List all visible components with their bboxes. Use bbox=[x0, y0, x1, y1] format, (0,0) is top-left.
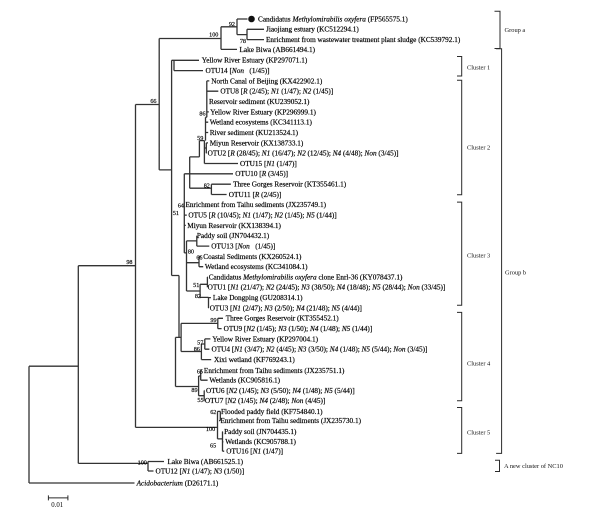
svg-text:OTU3 [N1 (2/47); N3 (2/50); N4: OTU3 [N1 (2/47); N3 (2/50); N4 (21/48); … bbox=[210, 304, 362, 312]
svg-text:Cluster 3: Cluster 3 bbox=[467, 253, 490, 260]
svg-text:Cluster 1: Cluster 1 bbox=[467, 64, 490, 71]
svg-text:OTU6 [N2 (1/45); N3 (5/50); N4: OTU6 [N2 (1/45); N3 (5/50); N4 (1/48); N… bbox=[206, 387, 355, 395]
svg-text:78: 78 bbox=[240, 38, 246, 45]
svg-text:Cluster 5: Cluster 5 bbox=[467, 430, 490, 437]
svg-text:Miyun Reservoir (KX138394.1): Miyun Reservoir (KX138394.1) bbox=[187, 222, 281, 230]
svg-text:Candidatus Methylomirabilis ox: Candidatus Methylomirabilis oxyfera clon… bbox=[209, 273, 403, 281]
svg-text:Enrichment from wastewater tre: Enrichment from wastewater treatment pla… bbox=[266, 36, 461, 44]
svg-text:66: 66 bbox=[150, 98, 156, 105]
svg-text:OTU13 [Non (1/45)]: OTU13 [Non (1/45)] bbox=[211, 243, 275, 251]
svg-text:Wetland ecosystems (KC341084.1: Wetland ecosystems (KC341084.1) bbox=[205, 263, 308, 271]
svg-text:57: 57 bbox=[197, 339, 203, 346]
svg-text:OTU7 [N2 (1/45); N4 (2/48); No: OTU7 [N2 (1/45); N4 (2/48); Non (4/45)] bbox=[205, 397, 325, 405]
svg-text:OTU11 [R (2/45)]: OTU11 [R (2/45)] bbox=[229, 191, 281, 199]
svg-text:Three Gorges Reservoir (KT3554: Three Gorges Reservoir (KT355461.1) bbox=[233, 181, 347, 189]
svg-text:Xixi wetland (KF769243.1): Xixi wetland (KF769243.1) bbox=[214, 356, 295, 364]
svg-text:OTU1 [N1 (21/47); N2 (24/45);: OTU1 [N1 (21/47); N2 (24/45); N3 (38/50)… bbox=[208, 284, 446, 292]
svg-text:59: 59 bbox=[197, 135, 203, 142]
svg-text:100: 100 bbox=[138, 459, 147, 466]
svg-text:OTU15 [N1 (1/47)]: OTU15 [N1 (1/47)] bbox=[240, 160, 297, 168]
svg-text:OTU16 [N1 (1/47)]: OTU16 [N1 (1/47)] bbox=[226, 448, 283, 456]
svg-text:Coastal Sediments (KX260524.1): Coastal Sediments (KX260524.1) bbox=[203, 253, 302, 261]
svg-text:Cluster 4: Cluster 4 bbox=[467, 361, 491, 368]
svg-text:82: 82 bbox=[195, 293, 201, 300]
svg-text:Lake Biwa (AB661525.1): Lake Biwa (AB661525.1) bbox=[168, 458, 244, 466]
svg-text:A new cluster of NC10: A new cluster of NC10 bbox=[504, 463, 563, 470]
svg-text:Enrichment from Taihu sediment: Enrichment from Taihu sediments (JX23573… bbox=[221, 417, 362, 425]
svg-text:Wetlands (KC905788.1): Wetlands (KC905788.1) bbox=[225, 438, 296, 446]
svg-text:64: 64 bbox=[178, 203, 184, 210]
svg-text:51: 51 bbox=[173, 210, 179, 217]
svg-text:89: 89 bbox=[191, 387, 197, 394]
svg-text:Flooded paddy field (KF754840.: Flooded paddy field (KF754840.1) bbox=[221, 408, 323, 416]
svg-text:Candidatus Methylomirabilis ox: Candidatus Methylomirabilis oxyfera (FP5… bbox=[258, 15, 408, 23]
svg-text:OTU5 [R (10/45); N1 (1/47); N2: OTU5 [R (10/45); N1 (1/47); N2 (1/45); N… bbox=[188, 212, 336, 220]
svg-text:92: 92 bbox=[229, 21, 235, 28]
svg-text:OTU12 [N1 (1/47); N3 (1/50)]: OTU12 [N1 (1/47); N3 (1/50)] bbox=[156, 467, 245, 475]
svg-text:65: 65 bbox=[197, 368, 203, 375]
svg-text:Lake Biwa (AB661494.1): Lake Biwa (AB661494.1) bbox=[240, 46, 316, 54]
svg-text:100: 100 bbox=[209, 32, 218, 39]
svg-text:Cluster 2: Cluster 2 bbox=[467, 145, 490, 152]
svg-text:OTU14 [Non (1/45)]: OTU14 [Non (1/45)] bbox=[206, 67, 270, 75]
svg-text:62: 62 bbox=[210, 409, 216, 416]
svg-text:Enrichment from Taihu sediment: Enrichment from Taihu sediments (JX23574… bbox=[186, 201, 327, 209]
svg-text:Wetlands (KC905816.1): Wetlands (KC905816.1) bbox=[209, 377, 280, 385]
svg-text:Reservoir sediment (KU239052.1: Reservoir sediment (KU239052.1) bbox=[209, 98, 310, 106]
svg-text:51: 51 bbox=[193, 282, 199, 289]
svg-text:Three Gorges Reservoir (KT3554: Three Gorges Reservoir (KT355452.1) bbox=[226, 315, 340, 323]
svg-text:80: 80 bbox=[188, 249, 194, 256]
svg-text:Group a: Group a bbox=[505, 27, 526, 34]
svg-text:98: 98 bbox=[126, 259, 132, 266]
svg-text:Group b: Group b bbox=[505, 270, 526, 277]
svg-text:OTU2 [R (28/45); N1 (16/47); N: OTU2 [R (28/45); N1 (16/47); N2 (12/45);… bbox=[208, 150, 399, 158]
svg-text:Jiaojiang estuary (KC512294.1): Jiaojiang estuary (KC512294.1) bbox=[266, 26, 359, 34]
svg-text:55: 55 bbox=[197, 397, 203, 404]
svg-text:86: 86 bbox=[194, 346, 200, 353]
svg-text:Miyun Reservoir (KX138733.1): Miyun Reservoir (KX138733.1) bbox=[210, 139, 304, 147]
svg-text:Paddy soil (JN704432.1): Paddy soil (JN704432.1) bbox=[197, 232, 270, 240]
svg-text:Wetland ecosystems (KC341113.1: Wetland ecosystems (KC341113.1) bbox=[210, 119, 313, 127]
svg-text:OTU4 [N1 (3/47); N2 (4/45); N3: OTU4 [N1 (3/47); N2 (4/45); N3 (3/50); N… bbox=[212, 346, 428, 354]
svg-text:86: 86 bbox=[199, 110, 205, 117]
svg-text:Yellow River Estuary (KP297004: Yellow River Estuary (KP297004.1) bbox=[212, 335, 318, 343]
svg-text:Lake Dongping (GU208314.1): Lake Dongping (GU208314.1) bbox=[213, 294, 303, 302]
svg-text:Yellow River Estuary (KP297071: Yellow River Estuary (KP297071.1) bbox=[202, 57, 308, 65]
svg-text:Enrichment from Taihu sediment: Enrichment from Taihu sediments (JX23575… bbox=[204, 367, 345, 375]
svg-text:66: 66 bbox=[196, 255, 202, 262]
svg-text:OTU9 [N2 (1/45); N3 (1/50); N4: OTU9 [N2 (1/45); N3 (1/50); N4 (1/48); N… bbox=[224, 325, 373, 333]
svg-text:Acidobacterium (D26171.1): Acidobacterium (D26171.1) bbox=[136, 479, 219, 487]
svg-text:Yellow River Estuary (KP296999: Yellow River Estuary (KP296999.1) bbox=[210, 108, 316, 116]
svg-text:North Canal of Beijing (KX4229: North Canal of Beijing (KX422902.1) bbox=[211, 77, 323, 85]
svg-text:100: 100 bbox=[206, 426, 215, 433]
svg-text:Paddy soil (JN704435.1): Paddy soil (JN704435.1) bbox=[224, 428, 297, 436]
svg-text:OTU8 [R (2/45); N1 (1/47); N2: OTU8 [R (2/45); N1 (1/47); N2 (1/45)] bbox=[220, 88, 333, 96]
svg-text:River sediment (KU213524.1): River sediment (KU213524.1) bbox=[210, 129, 299, 137]
svg-text:0.01: 0.01 bbox=[51, 502, 63, 509]
svg-text:OTU10 [R (3/45)]: OTU10 [R (3/45)] bbox=[235, 170, 288, 178]
svg-text:65: 65 bbox=[210, 443, 216, 450]
svg-text:82: 82 bbox=[204, 183, 210, 190]
svg-text:99: 99 bbox=[210, 317, 216, 324]
